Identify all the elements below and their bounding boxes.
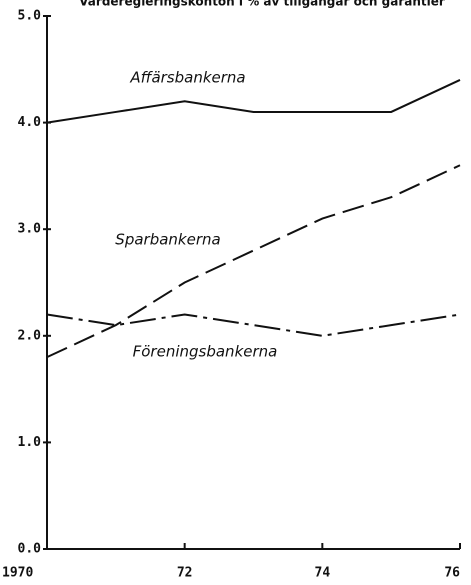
chart-title: Värderegleringskonton i % av tillgångar … <box>79 0 445 9</box>
series-label: Föreningsbankerna <box>133 343 278 361</box>
y-tick-label: 5.0 <box>18 9 42 24</box>
y-tick-label: 2.0 <box>18 328 42 343</box>
series-line <box>46 313 461 337</box>
x-tick-label: 76 <box>444 566 460 581</box>
y-tick-label: 0.0 <box>18 542 42 557</box>
series-label: Affärsbankerna <box>129 69 245 87</box>
series-line <box>46 164 461 359</box>
x-tick-label: 72 <box>177 566 193 581</box>
series-label: Sparbankerna <box>115 231 220 249</box>
x-tick-label: 74 <box>315 566 331 581</box>
x-tick-label: 1970 <box>2 566 33 581</box>
y-tick-label: 3.0 <box>18 222 42 237</box>
series-line <box>46 79 461 124</box>
y-tick-label: 4.0 <box>18 115 42 130</box>
y-tick-label: 1.0 <box>18 435 42 450</box>
